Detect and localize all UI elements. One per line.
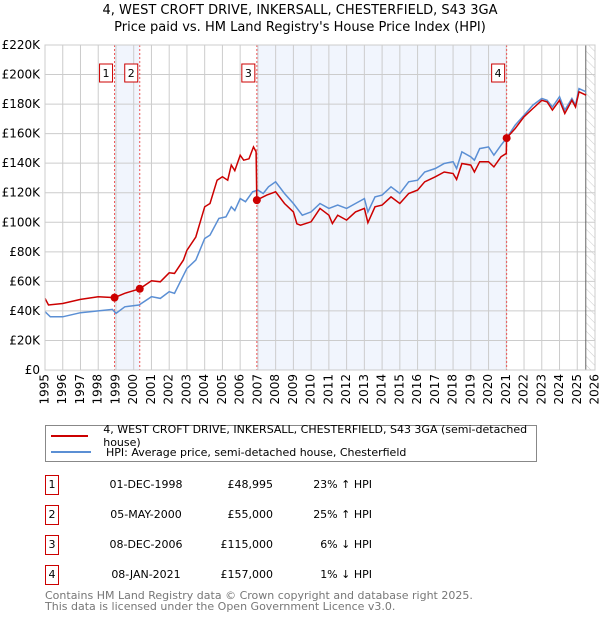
x-tick-label: 1999 <box>108 374 122 405</box>
price-chart: 1995 1996 1997 1998 1999 2000 2001 2002 2003 2004… <box>2 38 600 405</box>
x-tick-label: 2018 <box>446 374 460 405</box>
footer-copyright: Contains HM Land Registry data © Crown c… <box>45 589 473 602</box>
x-tick-label: 2007 <box>250 374 264 405</box>
transaction-hpi-diff: 1% ↓ HPI <box>320 568 372 581</box>
legend-item-property: 4, WEST CROFT DRIVE, INKERSALL, CHESTERF… <box>46 423 536 449</box>
transaction-hpi-diff: 6% ↓ HPI <box>320 538 372 551</box>
x-tick-label: 2003 <box>179 374 193 405</box>
chart-title: 4, WEST CROFT DRIVE, INKERSALL, CHESTERF… <box>102 3 498 18</box>
x-tick-label: 2008 <box>268 374 282 405</box>
x-tick-label: 1997 <box>73 374 87 405</box>
transaction-point <box>502 134 511 143</box>
property-price-line <box>44 90 587 306</box>
y-tick-label: £40K <box>9 304 41 318</box>
transaction-price: £55,000 <box>227 508 274 521</box>
transaction-marker-label: 2 <box>128 67 135 80</box>
x-tick-label: 2001 <box>144 374 158 405</box>
x-tick-label: 2013 <box>357 374 371 405</box>
table-row: 2 05-MAY-2000 £55,000 25% ↑ HPI <box>45 505 545 525</box>
transaction-price: £48,995 <box>227 478 274 491</box>
x-tick-label: 2006 <box>233 374 247 405</box>
forecast-hatch <box>585 45 595 370</box>
hpi-line <box>44 87 587 318</box>
transaction-date: 08-JAN-2021 <box>111 568 181 581</box>
transaction-point <box>110 293 119 302</box>
y-tick-label: £80K <box>9 245 41 259</box>
x-tick-label: 2015 <box>392 374 406 405</box>
x-tick-label: 1995 <box>38 374 52 405</box>
transaction-marker-box <box>241 63 256 83</box>
x-tick-label: 2022 <box>517 374 531 405</box>
y-tick-label: £120K <box>2 186 42 200</box>
y-tick-label: £0 <box>25 363 40 377</box>
transaction-marker-label: 4 <box>495 67 502 80</box>
x-tick-label: 2000 <box>126 374 140 405</box>
transaction-marker-box <box>99 63 114 83</box>
transaction-point <box>252 196 261 205</box>
x-tick-label: 2021 <box>499 374 513 405</box>
y-tick-label: £60K <box>9 274 41 288</box>
transaction-marker-label: 3 <box>245 67 252 80</box>
x-tick-label: 2009 <box>286 374 300 405</box>
y-tick-label: £180K <box>2 97 42 111</box>
y-tick-label: £160K <box>2 127 42 141</box>
transaction-date: 08-DEC-2006 <box>109 538 183 551</box>
transaction-price: £115,000 <box>220 538 274 551</box>
x-tick-label: 2012 <box>339 374 353 405</box>
transaction-date: 01-DEC-1998 <box>109 478 183 491</box>
x-tick-label: 2005 <box>215 374 229 405</box>
x-tick-label: 2020 <box>481 374 495 405</box>
transaction-marker-label: 1 <box>103 67 110 80</box>
x-tick-label: 2010 <box>304 374 318 405</box>
legend-swatch-red <box>51 435 89 437</box>
legend-label: 4, WEST CROFT DRIVE, INKERSALL, CHESTERF… <box>103 423 528 449</box>
transaction-price: £157,000 <box>220 568 274 581</box>
y-tick-label: £20K <box>9 333 41 347</box>
x-tick-label: 2024 <box>552 374 566 405</box>
x-tick-label: 2017 <box>428 374 442 405</box>
x-tick-label: 2004 <box>197 374 211 405</box>
x-tick-label: 2023 <box>534 374 548 405</box>
x-tick-label: 2025 <box>570 374 584 405</box>
x-tick-label: 1998 <box>91 374 105 405</box>
legend-label: HPI: Average price, semi-detached house,… <box>106 445 407 459</box>
x-tick-label: 2026 <box>588 374 600 405</box>
table-row: 1 01-DEC-1998 £48,995 23% ↑ HPI <box>45 475 545 495</box>
legend: 4, WEST CROFT DRIVE, INKERSALL, CHESTERF… <box>45 423 537 462</box>
y-tick-label: £220K <box>2 38 42 52</box>
x-tick-label: 2019 <box>463 374 477 405</box>
transaction-marker-badge: 1 <box>45 475 59 495</box>
chart-subtitle: Price paid vs. HM Land Registry's House … <box>114 20 486 35</box>
transaction-marker-badge: 3 <box>45 535 59 555</box>
transaction-marker-badge: 2 <box>45 505 59 525</box>
y-tick-label: £100K <box>2 215 42 229</box>
x-tick-label: 2002 <box>162 374 176 405</box>
shaded-period <box>114 45 140 370</box>
legend-item-hpi: HPI: Average price, semi-detached house,… <box>46 444 406 460</box>
x-tick-label: 1996 <box>55 374 69 405</box>
transaction-hpi-diff: 23% ↑ HPI <box>313 478 372 491</box>
transaction-marker-badge: 4 <box>45 565 59 585</box>
legend-swatch-blue <box>51 451 91 453</box>
transaction-marker-box <box>124 63 139 83</box>
transaction-point <box>135 284 144 293</box>
plot-border <box>44 44 596 371</box>
x-tick-label: 2014 <box>375 374 389 405</box>
y-tick-label: £200K <box>2 68 42 82</box>
table-row: 3 08-DEC-2006 £115,000 6% ↓ HPI <box>45 535 545 555</box>
transaction-date: 05-MAY-2000 <box>110 508 182 521</box>
x-tick-label: 2016 <box>410 374 424 405</box>
x-tick-label: 2011 <box>321 374 335 405</box>
transaction-hpi-diff: 25% ↑ HPI <box>313 508 372 521</box>
y-tick-label: £140K <box>2 156 42 170</box>
transaction-marker-box <box>491 63 506 83</box>
footer-licence: This data is licensed under the Open Gov… <box>45 600 396 613</box>
table-row: 4 08-JAN-2021 £157,000 1% ↓ HPI <box>45 565 545 585</box>
